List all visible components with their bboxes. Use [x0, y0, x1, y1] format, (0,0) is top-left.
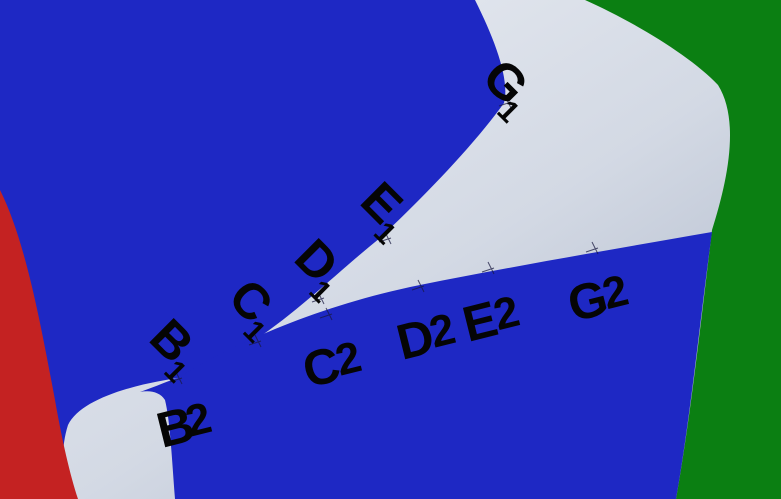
edge-tick-marks [169, 95, 599, 385]
label-d2: D 2 [391, 304, 460, 371]
upper-blue-region [0, 0, 506, 499]
green-region [585, 0, 781, 499]
label-c2: C 2 [297, 332, 366, 399]
lower-blue-region [140, 232, 712, 499]
red-region [0, 190, 78, 499]
label-g2: G 2 [562, 266, 633, 333]
